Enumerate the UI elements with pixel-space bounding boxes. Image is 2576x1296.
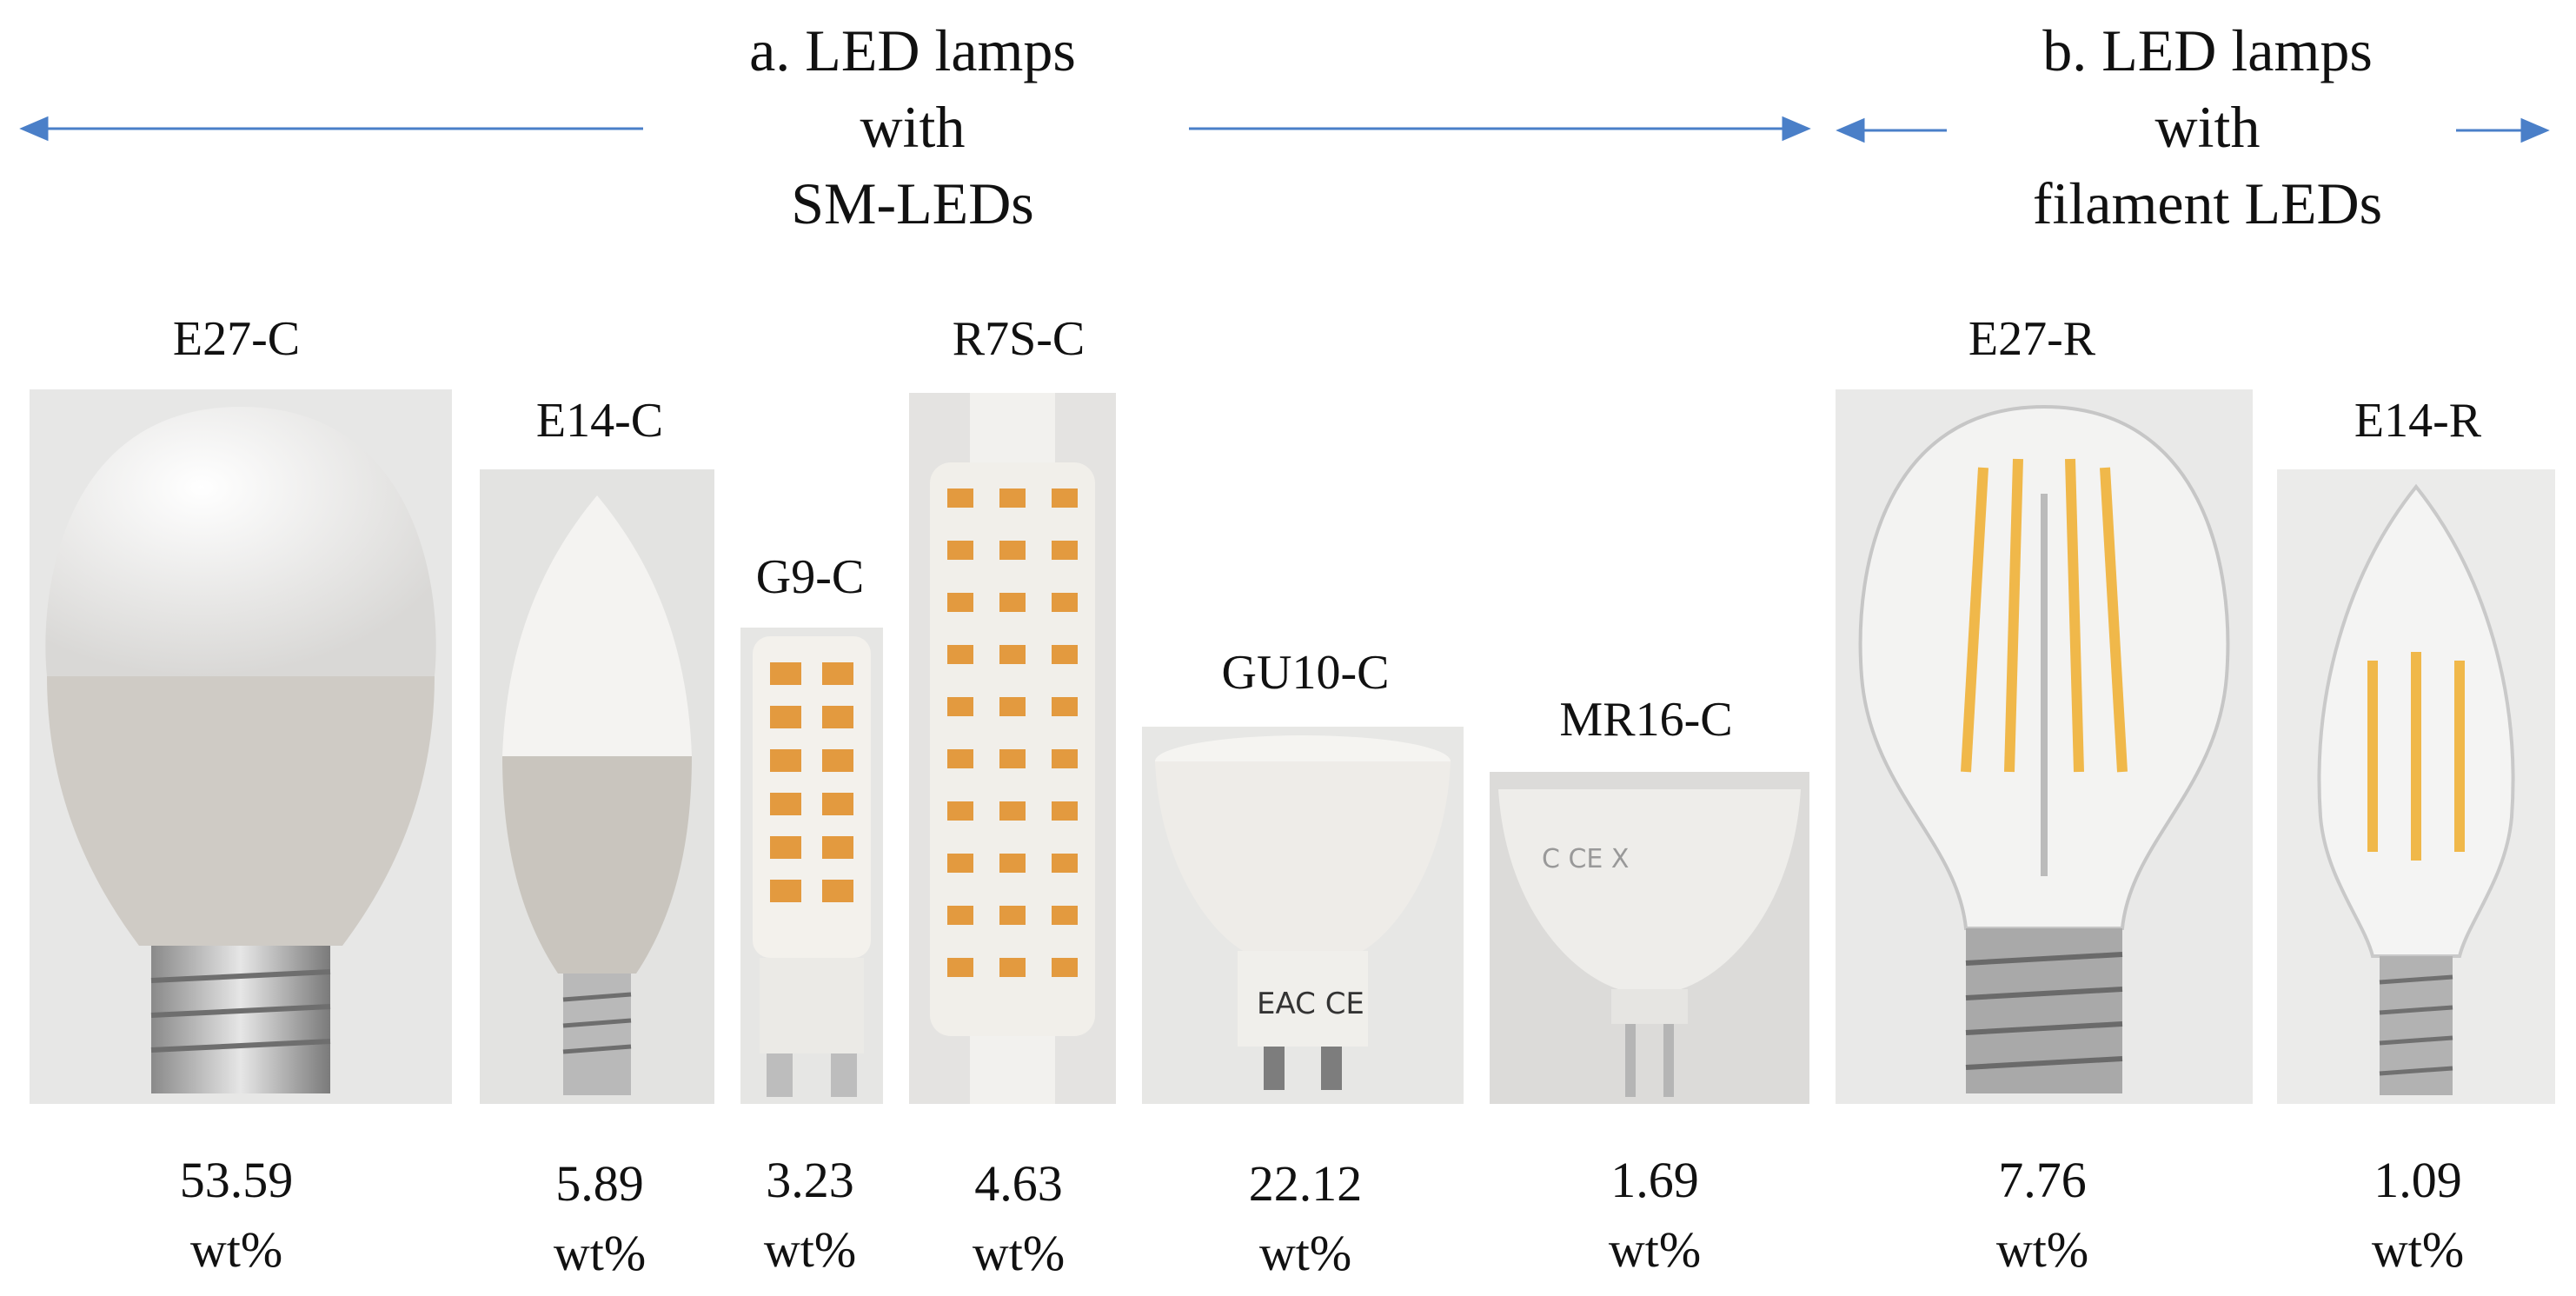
lamp-value-gu10-c: 22.12 wt% (1249, 1149, 1363, 1288)
group-b-line2: with (2154, 94, 2261, 160)
photo-g9-c (740, 628, 883, 1104)
lamp-label-r7s-c: R7S-C (952, 312, 1086, 366)
group-a-header: a. LED lamps with SM-LEDs (661, 12, 1165, 242)
value-number: 5.89 (555, 1155, 644, 1212)
value-unit: wt% (1608, 1221, 1702, 1278)
lamp-label-g9-c: G9-C (755, 550, 865, 604)
value-number: 1.09 (2374, 1152, 2462, 1208)
led-chips (770, 662, 853, 902)
lamp-label-mr16-c: MR16-C (1559, 693, 1733, 747)
value-unit: wt% (553, 1225, 647, 1281)
value-unit: wt% (1258, 1225, 1352, 1281)
lamp-label-gu10-c: GU10-C (1221, 646, 1390, 700)
gu10-neck (1238, 951, 1368, 1047)
lamp-label-e14-r: E14-R (2354, 394, 2482, 448)
mr16-cup (1498, 789, 1801, 989)
candle-dome (502, 495, 692, 756)
gu10-ce-mark: EAC CE (1257, 987, 1364, 1021)
lamp-value-r7s-c: 4.63 wt% (973, 1149, 1065, 1288)
photo-e27-r (1836, 389, 2253, 1104)
value-unit: wt% (2371, 1221, 2465, 1278)
r7s-led-chips (947, 488, 1078, 977)
arrow-a-left-head (19, 116, 49, 142)
value-unit: wt% (763, 1221, 857, 1278)
value-unit: wt% (972, 1225, 1066, 1281)
r7s-cap-bottom (970, 1036, 1055, 1104)
photo-gu10-c: EAC CE (1142, 727, 1464, 1104)
lamp-label-e14-c: E14-C (535, 394, 664, 448)
group-a-line1: a. LED lamps (749, 17, 1076, 83)
value-number: 3.23 (766, 1152, 854, 1208)
group-a-line2: with (860, 94, 966, 160)
value-number: 4.63 (974, 1155, 1063, 1212)
gu10-pins (1264, 1047, 1342, 1090)
lamp-value-e14-c: 5.89 wt% (554, 1149, 646, 1288)
gu10-cup (1155, 761, 1451, 953)
filament-strands-small (2367, 652, 2465, 861)
arrow-b-right-head (2520, 117, 2550, 143)
arrow-b-left-head (1836, 117, 1865, 143)
photo-mr16-c: C CE X (1490, 772, 1809, 1104)
photo-e14-r (2277, 469, 2555, 1104)
bulb-base (151, 946, 330, 1093)
filament-strands (1961, 458, 2128, 773)
arrows-layer (19, 116, 2550, 143)
bulb-body (47, 676, 435, 946)
group-b-line3: filament LEDs (2032, 170, 2383, 236)
lamp-value-e14-r: 1.09 wt% (2372, 1146, 2464, 1285)
photo-e14-c (480, 469, 714, 1104)
lamp-value-mr16-c: 1.69 wt% (1609, 1146, 1701, 1285)
photo-r7s-c (909, 393, 1116, 1104)
lamp-label-e27-c: E27-C (172, 312, 301, 366)
group-b-header: b. LED lamps with filament LEDs (1947, 12, 2468, 242)
value-number: 1.69 (1610, 1152, 1699, 1208)
value-unit: wt% (1995, 1221, 2089, 1278)
g9-pins (767, 1053, 857, 1097)
value-number: 53.59 (179, 1152, 294, 1208)
lamp-value-g9-c: 3.23 wt% (764, 1146, 856, 1285)
mr16-pins (1625, 1024, 1674, 1097)
lamp-value-e27-c: 53.59 wt% (180, 1146, 294, 1285)
group-b-line1: b. LED lamps (2042, 17, 2373, 83)
capsule-neck (760, 958, 864, 1053)
value-unit: wt% (189, 1221, 283, 1278)
arrow-a-right-head (1782, 116, 1811, 142)
candle-base (563, 974, 631, 1095)
mr16-neck (1611, 989, 1688, 1024)
mr16-ce-mark: C CE X (1542, 844, 1629, 874)
value-number: 7.76 (1998, 1152, 2087, 1208)
photo-e27-c (30, 389, 452, 1104)
lamp-value-e27-r: 7.76 wt% (1996, 1146, 2088, 1285)
bulb-dome (45, 407, 436, 676)
lamp-label-e27-r: E27-R (1968, 312, 2096, 366)
value-number: 22.12 (1248, 1155, 1363, 1212)
group-a-line3: SM-LEDs (791, 170, 1034, 236)
candle-body (502, 756, 692, 974)
r7s-cap-top (970, 393, 1055, 471)
